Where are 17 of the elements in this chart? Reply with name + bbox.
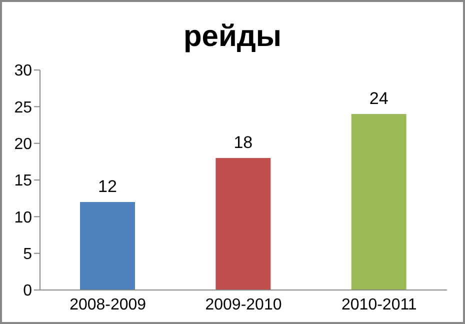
x-tick-label: 2008-2009 [70,296,146,314]
y-tick-label: 10 [14,209,32,226]
y-tick-label: 15 [14,172,32,190]
y-tick-label: 30 [14,62,32,80]
y-tick-label: 5 [23,246,32,264]
bar [216,158,271,290]
x-tick-label: 2009-2010 [205,296,282,314]
chart-title: рейды [182,20,283,54]
data-label: 18 [234,133,253,152]
x-tick-label: 2010-2011 [342,296,417,314]
y-tick-label: 20 [14,136,32,154]
y-tick-label: 25 [14,99,32,116]
y-tick-label: 0 [23,282,32,300]
data-label: 24 [369,89,388,108]
bar [351,114,406,290]
data-label: 12 [98,177,117,196]
bar [80,202,135,290]
